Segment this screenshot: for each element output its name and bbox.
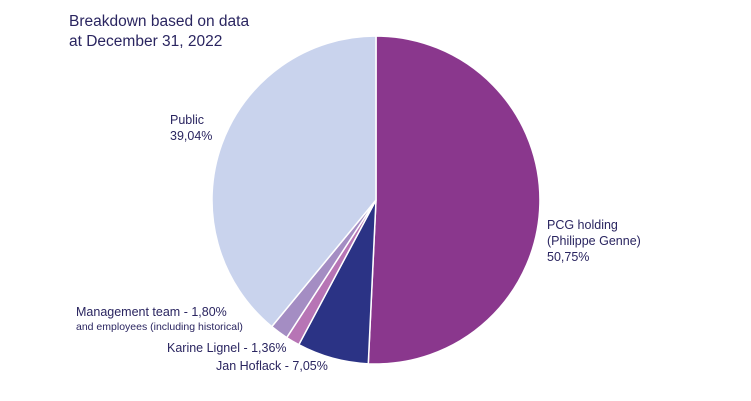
slice-label-pcg-line-2: (Philippe Genne) [547, 234, 641, 248]
slice-label-pcg-line-1: PCG holding [547, 218, 618, 232]
chart-note-line-1: Breakdown based on data [69, 13, 250, 30]
pie-slices [211, 35, 541, 365]
slice-label-pcg-holding: PCG holding (Philippe Genne) 50,75% [547, 217, 641, 265]
slice-label-karine-lignel: Karine Lignel - 1,36% [167, 341, 287, 355]
chart-note: Breakdown based on data at December 31, … [69, 12, 249, 52]
slice-value-pcg: 50,75% [547, 250, 590, 264]
slice-value-public: 39,04% [170, 129, 213, 143]
slice-label-management-line-2: and employees (including historical) [76, 321, 243, 333]
chart-note-line-2: at December 31, 2022 [69, 33, 223, 50]
pie-slice-public [211, 35, 377, 328]
slice-label-public: Public 39,04% [170, 112, 212, 144]
slice-label-jan-hoflack: Jan Hoflack - 7,05% [216, 359, 328, 373]
slice-label-public-line-1: Public [170, 113, 205, 127]
pie-slice-pcg-holding [367, 35, 541, 365]
slice-label-management-line-1: Management team - 1,80% [76, 305, 227, 319]
slice-label-management-team: Management team - 1,80% and employees (i… [76, 304, 243, 334]
